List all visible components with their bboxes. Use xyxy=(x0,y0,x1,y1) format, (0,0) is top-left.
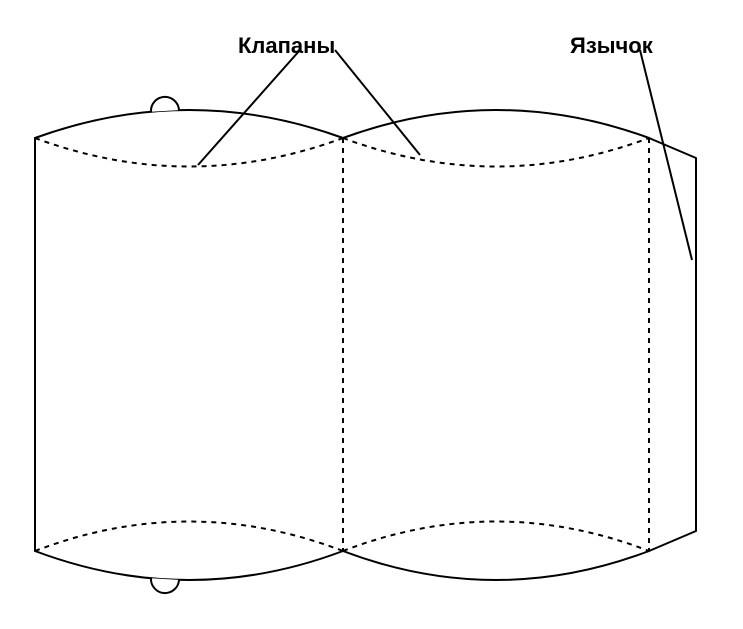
cut-glue-tab xyxy=(649,138,696,551)
notch-bot-fill xyxy=(151,578,179,593)
pillow-box-template-diagram xyxy=(0,0,743,629)
cut-bot-flap-right xyxy=(343,551,649,580)
fold-bot-left xyxy=(35,522,343,552)
fold-top-left xyxy=(35,138,343,167)
cut-top-flap-right xyxy=(343,110,649,138)
fold-bot-right xyxy=(343,522,649,552)
notch-top-fill xyxy=(151,97,179,112)
cut-top-flap-left xyxy=(35,110,343,138)
leader-flaps-0 xyxy=(198,50,300,165)
fold-top-right xyxy=(343,138,649,167)
leader-tongue-0 xyxy=(640,50,692,260)
cut-bot-flap-left xyxy=(35,551,343,580)
